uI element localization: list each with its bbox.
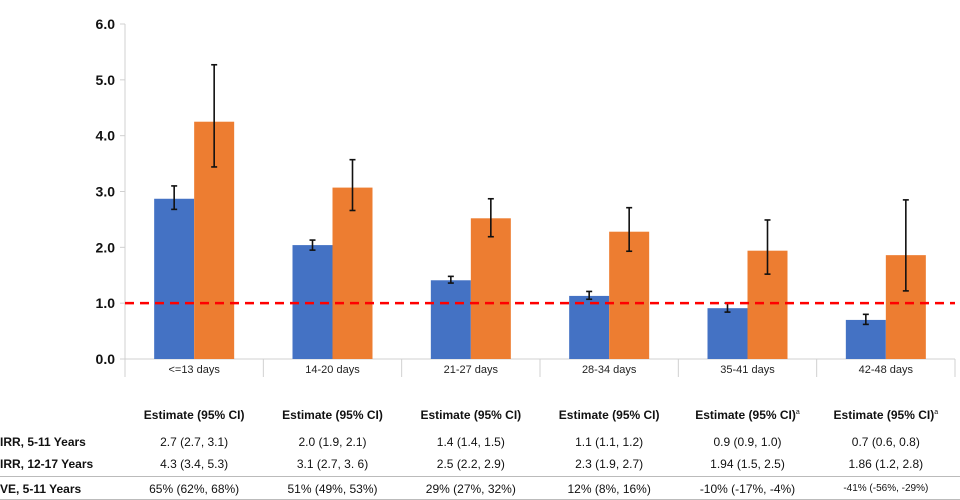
- bar: [470, 218, 511, 359]
- table-header-text: Estimate (95% CI): [143, 408, 245, 422]
- y-axis: 0.0 1.0 2.0 3.0 4.0 5.0 6.0: [96, 16, 126, 367]
- table-cell: 4.3 (3.4, 5.3): [160, 457, 229, 471]
- table-cell: 2.5 (2.2, 2.9): [436, 457, 505, 471]
- error-bars: [171, 63, 909, 326]
- x-tick-label: 14-20 days: [305, 364, 360, 376]
- table-cell: 1.4 (1.4, 1.5): [436, 435, 505, 449]
- table-row-label: IRR, 12-17 Years: [0, 457, 94, 471]
- table-header-text: Estimate (95% CI): [833, 408, 935, 422]
- table-cell: -41% (-56%, -29%): [843, 483, 929, 494]
- bar: [430, 280, 471, 359]
- estimates-table: Estimate (95% CI) Estimate (95% CI) Estima…: [0, 398, 960, 500]
- table-cell: 2.7 (2.7, 3.1): [160, 435, 229, 449]
- table-cell: 1.86 (1.2, 2.8): [848, 457, 924, 471]
- y-tick-label: 1.0: [96, 295, 116, 311]
- table-row-label: VE, 5-11 Years: [0, 482, 82, 496]
- x-tick-label: 42-48 days: [859, 364, 914, 376]
- table-cell: 1.1 (1.1, 1.2): [575, 435, 644, 449]
- table-header-text: Estimate (95% CI): [558, 408, 660, 422]
- table-header-text: Estimate (95% CI): [695, 408, 796, 422]
- bar: [845, 319, 886, 359]
- bar: [332, 187, 373, 359]
- table-cell: 0.7 (0.6, 0.8): [851, 435, 920, 449]
- x-tick-label: 21-27 days: [444, 364, 499, 376]
- x-tick-label: 35-41 days: [720, 364, 775, 376]
- y-tick-label: 6.0: [96, 16, 116, 32]
- table-header-text: Estimate (95% CI): [420, 408, 522, 422]
- table-cell: 0.9 (0.9, 1.0): [713, 435, 782, 449]
- table-cell: 51% (49%, 53%): [287, 482, 378, 496]
- table-header: Estimate (95% CI): [540, 408, 678, 422]
- table-header-text: Estimate (95% CI): [282, 408, 383, 422]
- table-header: Estimate (95% CI): [125, 408, 263, 422]
- bars: [154, 121, 926, 359]
- table-cell: 2.0 (1.9, 2.1): [298, 435, 367, 449]
- table-cell: -10% (-17%, -4%): [699, 482, 796, 496]
- y-tick-label: 3.0: [96, 184, 116, 200]
- table-header: Estimate (95% CI)a: [679, 408, 817, 422]
- table-header: Estimate (95% CI): [402, 408, 540, 422]
- bar-chart: 0.0 1.0 2.0 3.0 4.0 5.0 6.0 <=13 days 14-20 day…: [96, 16, 956, 377]
- x-tick-label: 28-34 days: [582, 364, 637, 376]
- bar: [569, 295, 610, 359]
- y-tick-label: 0.0: [96, 351, 116, 367]
- x-tick-label: <=13 days: [168, 364, 220, 376]
- table-cell: 1.94 (1.5, 2.5): [710, 457, 785, 471]
- table-header: Estimate (95% CI)a: [817, 408, 955, 422]
- table-cell: 12% (8%, 16%): [567, 482, 651, 496]
- table-cell: 65% (62%, 68%): [149, 482, 240, 496]
- table-row-label: IRR, 5-11 Years: [0, 435, 86, 449]
- table-divider: [0, 476, 960, 477]
- table-header-footnote-mark: a: [934, 409, 939, 416]
- table-cell: 2.3 (1.9, 2.7): [575, 457, 644, 471]
- table-header: Estimate (95% CI): [264, 408, 402, 422]
- y-tick-label: 2.0: [96, 239, 116, 255]
- y-tick-label: 5.0: [96, 72, 116, 88]
- table-cell: 29% (27%, 32%): [425, 482, 516, 496]
- y-tick-label: 4.0: [96, 128, 116, 144]
- table-cell: 3.1 (2.7, 3. 6): [296, 457, 369, 471]
- x-axis: <=13 days 14-20 days 21-27 days 28-34 days 3…: [124, 358, 956, 377]
- bar: [707, 308, 748, 359]
- bar: [609, 231, 650, 359]
- table-header-footnote-mark: a: [795, 409, 800, 416]
- bar: [154, 198, 195, 359]
